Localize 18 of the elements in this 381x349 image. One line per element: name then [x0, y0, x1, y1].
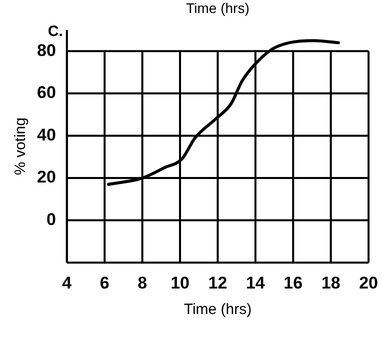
x-tick-label: 16 [284, 273, 303, 292]
x-tick-label: 18 [321, 273, 340, 292]
x-tick-label: 14 [246, 273, 266, 292]
x-tick-label: 6 [100, 273, 110, 292]
text: Time (hrs) [186, 0, 250, 16]
y-axis-title: % voting [12, 118, 30, 176]
x-tick-label: 4 [62, 273, 72, 292]
y-tick-label: 20 [36, 168, 56, 187]
y-tick-label: 80 [36, 40, 56, 60]
y-tick-label: 0 [46, 210, 56, 229]
x-axis-title: Time (hrs) [184, 301, 252, 318]
x-tick-label: 20 [359, 273, 378, 292]
x-tick-label: 10 [170, 273, 190, 292]
chart-title: C. [48, 22, 63, 40]
x-tick-label: 8 [138, 273, 148, 292]
y-tick-label: 60 [36, 83, 56, 102]
x-tick-label: 12 [208, 273, 228, 292]
y-tick-label: 40 [36, 125, 56, 144]
